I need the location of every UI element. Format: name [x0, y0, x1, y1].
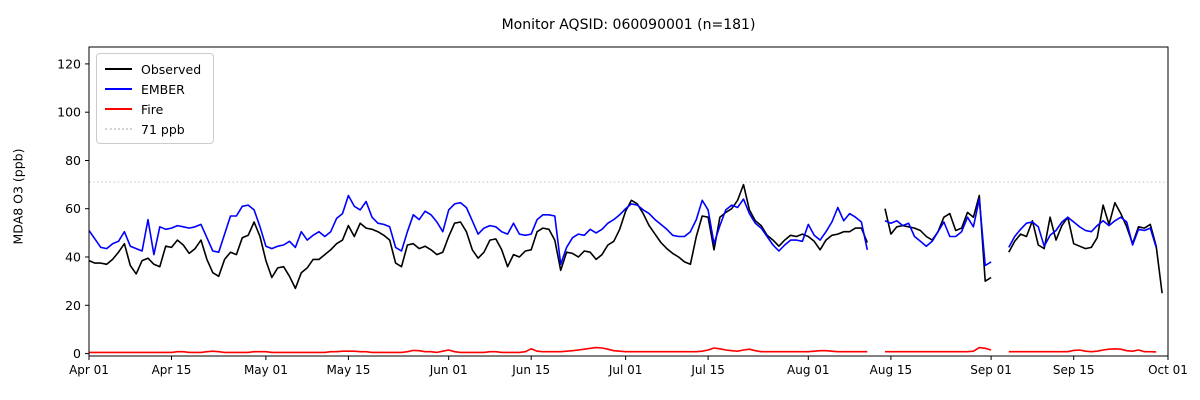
x-tick-label: Sep 01 [970, 363, 1012, 377]
legend-label-observed: Observed [141, 61, 202, 77]
x-tick-label: Jul 01 [608, 363, 643, 377]
y-tick-label: 80 [65, 153, 81, 168]
chart-title: Monitor AQSID: 060090001 (n=181) [501, 17, 756, 33]
x-tick-label: May 15 [326, 363, 370, 377]
series-line-fire [89, 346, 1157, 354]
y-tick-label: 20 [65, 298, 81, 313]
x-tick-label: May 01 [244, 363, 288, 377]
y-tick-label: 100 [57, 105, 81, 120]
series-line-ember [88, 194, 1157, 267]
y-tick-label: 60 [65, 201, 81, 216]
series-line-observed [88, 183, 1163, 294]
x-tick-label: Jun 01 [429, 363, 468, 377]
legend: Observed EMBER Fire 71 ppb [96, 53, 214, 144]
x-tick-label: Jun 15 [511, 363, 550, 377]
y-tick-label: 40 [65, 250, 81, 265]
x-tick-label: Aug 15 [870, 363, 913, 377]
legend-item-observed: Observed [105, 59, 205, 79]
legend-item-fire: Fire [105, 99, 205, 119]
legend-item-threshold: 71 ppb [105, 119, 205, 139]
legend-label-ember: EMBER [141, 81, 185, 97]
legend-label-fire: Fire [141, 101, 164, 117]
y-tick-label: 0 [73, 346, 81, 361]
fire-line-swatch [105, 108, 132, 110]
x-tick-label: Apr 01 [69, 363, 109, 377]
x-tick-label: Oct 01 [1148, 363, 1188, 377]
legend-item-ember: EMBER [105, 79, 205, 99]
legend-label-threshold: 71 ppb [141, 121, 185, 137]
x-tick-label: Sep 15 [1053, 363, 1095, 377]
threshold-line-swatch [105, 128, 132, 130]
x-tick-label: Aug 01 [787, 363, 830, 377]
x-tick-label: Apr 15 [152, 363, 192, 377]
observed-line-swatch [105, 68, 132, 70]
axes-frame [88, 46, 1169, 357]
ember-line-swatch [105, 88, 132, 90]
x-tick-label: Jul 15 [690, 363, 725, 377]
y-tick-label: 120 [57, 56, 81, 71]
